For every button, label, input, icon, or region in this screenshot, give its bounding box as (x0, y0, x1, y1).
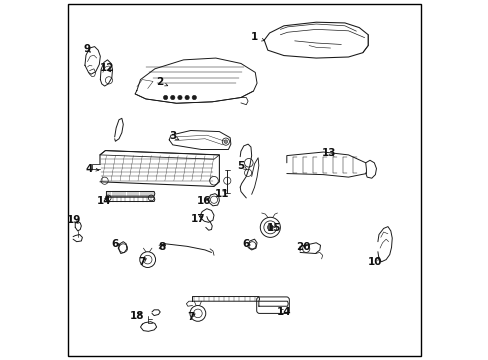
Text: 7: 7 (138, 257, 146, 267)
Text: 15: 15 (266, 224, 281, 233)
Text: 20: 20 (295, 242, 309, 252)
Text: 14: 14 (97, 196, 111, 206)
Text: 1: 1 (250, 32, 258, 42)
Text: 14: 14 (276, 307, 291, 317)
Text: 13: 13 (321, 148, 335, 158)
Text: 18: 18 (129, 311, 144, 320)
Text: 4: 4 (85, 163, 92, 174)
Text: 6: 6 (112, 239, 119, 249)
Text: 5: 5 (237, 161, 244, 171)
Circle shape (163, 95, 167, 100)
Text: 7: 7 (186, 312, 194, 322)
Text: 3: 3 (169, 131, 176, 141)
Text: 10: 10 (367, 257, 382, 267)
Text: 12: 12 (100, 63, 115, 73)
Circle shape (170, 95, 175, 100)
Text: 16: 16 (197, 196, 211, 206)
Circle shape (267, 225, 273, 230)
Circle shape (224, 140, 227, 143)
Text: 19: 19 (67, 215, 81, 225)
Text: 17: 17 (191, 214, 205, 224)
Text: 2: 2 (156, 77, 163, 87)
Circle shape (192, 95, 196, 100)
Text: 6: 6 (242, 239, 249, 249)
Text: 9: 9 (83, 44, 90, 54)
Circle shape (184, 95, 189, 100)
Circle shape (178, 95, 182, 100)
Text: 11: 11 (215, 189, 229, 199)
Text: 8: 8 (158, 242, 165, 252)
